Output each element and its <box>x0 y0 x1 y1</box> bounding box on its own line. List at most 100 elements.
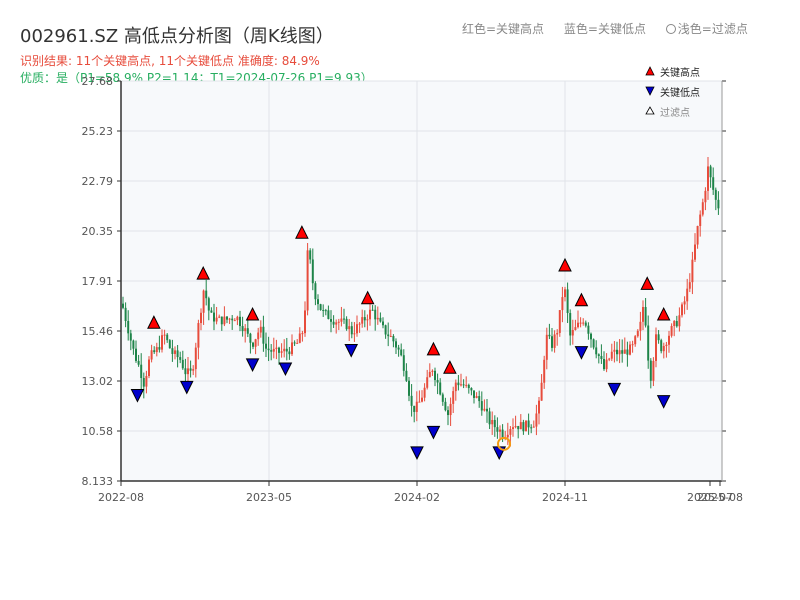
candle-body <box>538 400 540 414</box>
candle-body <box>644 307 647 326</box>
candle-body <box>540 382 543 401</box>
x-tick-label: 2023-05 <box>246 491 292 504</box>
candle-body <box>356 324 358 334</box>
candle-body <box>192 369 195 371</box>
y-tick-label: 20.35 <box>82 225 114 238</box>
candle-body <box>551 336 553 348</box>
candle-body <box>298 333 301 343</box>
candle-body <box>543 359 546 383</box>
filtered-point-circle <box>497 436 511 451</box>
candle-body <box>301 333 304 335</box>
candle-body <box>613 349 616 352</box>
candle-body <box>418 401 421 403</box>
candle-body <box>246 328 249 334</box>
candle-body <box>475 396 478 398</box>
candle-body <box>486 408 488 412</box>
candle-body <box>556 332 559 335</box>
candle-body <box>501 429 504 438</box>
candle-body <box>647 325 650 361</box>
candle-body <box>231 318 234 321</box>
candle-body <box>306 250 309 311</box>
candle-body <box>171 348 174 354</box>
candle-body <box>319 304 322 310</box>
candle-body <box>584 322 587 326</box>
candle-body <box>603 358 605 370</box>
candle-body <box>696 226 699 245</box>
candle-body <box>124 307 127 321</box>
candle-body <box>592 339 595 348</box>
candle-body <box>470 388 473 391</box>
candle-body <box>397 347 400 350</box>
candle-body <box>150 350 153 360</box>
candle-body <box>265 343 267 349</box>
candle-body <box>444 401 447 411</box>
y-tick-label: 17.91 <box>82 275 114 288</box>
candle-body <box>122 303 124 308</box>
candle-body <box>665 344 668 347</box>
candle-body <box>140 364 143 379</box>
key-high-marker <box>426 341 441 356</box>
candle-body <box>618 350 621 355</box>
candle-body <box>717 199 720 209</box>
candle-body <box>616 349 618 355</box>
candle-body <box>363 317 366 321</box>
candle-body <box>465 384 468 386</box>
key-low-marker <box>130 389 145 403</box>
candle-body <box>558 310 561 333</box>
candle-body <box>155 347 158 353</box>
candle-body <box>553 334 556 348</box>
candle-body <box>701 202 704 215</box>
result-line: 识别结果: 11个关键高点, 11个关键低点 准确度: 84.9% <box>20 54 320 68</box>
candle-body <box>220 316 223 325</box>
candle-body <box>314 283 317 300</box>
candle-body <box>608 358 611 360</box>
candle-body <box>187 368 189 375</box>
candle-body <box>480 401 483 411</box>
candle-body <box>636 330 639 337</box>
candle-body <box>699 214 702 227</box>
candle-body <box>361 317 364 324</box>
candle-body <box>223 316 226 325</box>
candle-body <box>340 318 343 322</box>
candle-body <box>545 334 548 360</box>
candle-body <box>530 427 533 429</box>
candle-body <box>447 410 449 416</box>
candle-body <box>600 356 603 359</box>
candle-body <box>478 396 481 402</box>
candle-body <box>428 371 431 378</box>
candle-body <box>527 420 530 428</box>
candle-body <box>610 351 613 359</box>
candle-body <box>595 347 598 355</box>
candle-body <box>249 333 252 343</box>
candle-body <box>293 342 296 344</box>
candle-body <box>236 316 239 321</box>
legend-filtered-label: 过滤点 <box>660 106 690 119</box>
candle-body <box>402 355 405 371</box>
candle-body <box>709 166 712 178</box>
candle-body <box>582 322 585 324</box>
candle-body <box>660 340 663 352</box>
candle-body <box>270 350 273 352</box>
candle-body <box>252 342 254 347</box>
candle-body <box>158 347 161 350</box>
header-legend-blue: 蓝色=关键低点 <box>563 22 646 36</box>
candle-body <box>678 315 681 327</box>
candle-body <box>688 282 691 289</box>
candle-body <box>714 189 717 200</box>
candle-body <box>262 326 265 344</box>
candle-body <box>522 422 525 432</box>
candle-body <box>202 290 205 313</box>
header-legend-light: 浅色=过滤点 <box>665 22 748 36</box>
x-tick-label: 2025-08 <box>697 491 743 504</box>
candle-body <box>423 387 426 398</box>
candle-body <box>496 427 499 432</box>
candle-body <box>350 326 353 335</box>
candle-body <box>662 346 665 352</box>
candle-body <box>675 321 678 327</box>
candle-body <box>369 309 371 320</box>
candle-body <box>311 259 314 284</box>
y-tick-label: 25.23 <box>82 125 114 138</box>
candle-body <box>226 316 228 320</box>
candle-body <box>454 382 457 392</box>
candle-body <box>571 330 574 336</box>
